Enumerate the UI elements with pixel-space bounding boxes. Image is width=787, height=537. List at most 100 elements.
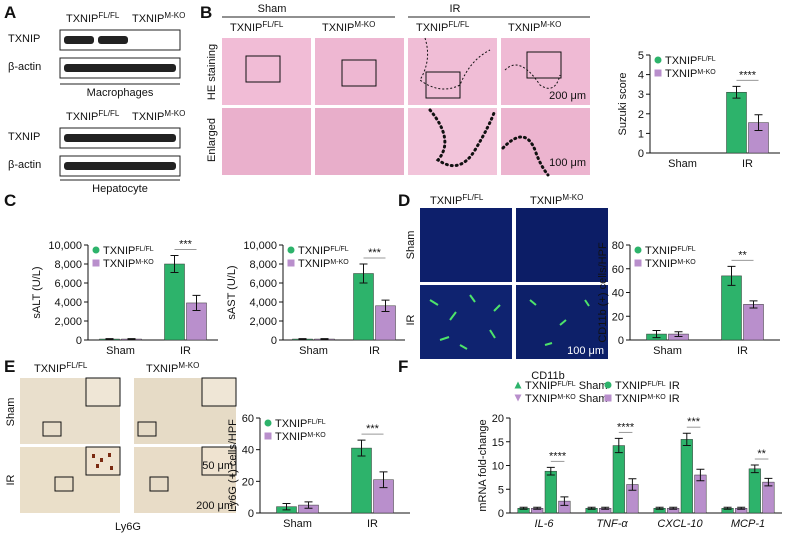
- bar: [762, 481, 775, 514]
- x-tick-label: IR: [369, 345, 380, 357]
- necrosis-outline: [504, 64, 561, 89]
- inset: [201, 446, 237, 476]
- legend-name: TXNIP: [665, 68, 697, 80]
- legend-marker: [92, 259, 100, 267]
- error-bar: [737, 506, 746, 510]
- ihc-panel: TXNIPFL/FL TXNIPM-KO Sham IR 50 μm 200 μ…: [5, 361, 237, 533]
- legend-name: TXNIP: [665, 55, 697, 67]
- legend-superscript: FL/FL: [677, 246, 695, 253]
- y-tick-label: 2: [638, 109, 644, 121]
- y-tick-label: 10: [492, 461, 504, 473]
- he-image: [501, 108, 590, 175]
- cell-type: Hepatocyte: [92, 183, 148, 195]
- y-tick-label: 6,000: [249, 278, 277, 290]
- error-bar: [754, 114, 763, 131]
- panel-label: E: [4, 357, 15, 376]
- error-bar: [192, 294, 201, 312]
- row-label: IR: [5, 474, 17, 485]
- significance-label: ***: [687, 416, 701, 428]
- necrosis-outline: [501, 135, 550, 177]
- y-tick-label: 20: [492, 413, 504, 425]
- legend-label: TXNIPFL/FL: [103, 245, 154, 257]
- legend-name: TXNIP: [615, 393, 647, 405]
- y-tick-label: 8,000: [249, 259, 277, 271]
- significance-label: ***: [368, 247, 382, 259]
- error-bar: [614, 437, 623, 454]
- genotype-label: TXNIPFL/FL: [230, 20, 284, 34]
- row-label: HE staining: [206, 44, 218, 100]
- significance-label: ***: [179, 238, 193, 250]
- legend-superscript: FL/FL: [647, 381, 665, 388]
- error-bar: [601, 506, 610, 510]
- genotype-label: TXNIPFL/FL: [66, 109, 120, 123]
- legend-name: TXNIP: [103, 245, 135, 257]
- row-label: Sham: [405, 231, 417, 260]
- roi-box: [42, 421, 62, 437]
- y-axis-label: Ly6G (+) cells/HPF: [227, 419, 239, 512]
- stain-label: CD11b: [531, 370, 564, 382]
- genotype-label: TXNIPFL/FL: [34, 361, 88, 375]
- legend-label: TXNIPFL/FL: [645, 245, 696, 257]
- bar: [351, 447, 372, 514]
- error-bar: [546, 466, 555, 476]
- legend-name: TXNIP: [275, 431, 307, 443]
- error-bar: [669, 506, 678, 510]
- genotype-label: TXNIPM-KO: [322, 20, 375, 34]
- roi-box: [245, 55, 281, 83]
- he-image: [222, 38, 311, 105]
- legend-marker: [287, 259, 295, 267]
- x-tick-label: IR: [367, 518, 378, 530]
- bar: [544, 470, 557, 514]
- y-tick-label: 6,000: [54, 278, 82, 290]
- x-tick-label: Sham: [653, 345, 682, 357]
- scale-bar-label: 100 μm: [567, 345, 604, 357]
- error-bar: [379, 471, 388, 489]
- legend-label: TXNIPM-KO Sham: [525, 393, 607, 405]
- error-bar: [560, 496, 569, 506]
- legend-superscript: M-KO: [135, 259, 154, 266]
- row-label: Sham: [5, 398, 17, 427]
- genotype-label: TXNIPM-KO: [530, 193, 583, 207]
- genotype-label: TXNIPFL/FL: [430, 193, 484, 207]
- legend-label: TXNIPM-KO: [103, 258, 154, 270]
- y-tick-label: 0: [76, 335, 82, 347]
- legend-marker: [604, 394, 612, 402]
- legend-marker: [92, 246, 100, 254]
- error-bar: [732, 85, 741, 99]
- y-tick-label: 0: [618, 335, 624, 347]
- roi-box: [425, 71, 461, 99]
- genotype-label: TXNIPFL/FL: [416, 20, 470, 34]
- legend-name: TXNIP: [525, 393, 557, 405]
- legend-name: TXNIP: [645, 258, 677, 270]
- y-axis-label: sAST (U/L): [226, 265, 238, 319]
- y-tick-label: 20: [612, 311, 624, 323]
- if-panel: TXNIPFL/FL TXNIPM-KO Sham IR CD11b 100 μ…: [405, 193, 608, 382]
- y-tick-label: 2,000: [54, 316, 82, 328]
- error-bar: [282, 503, 291, 511]
- he-image: [222, 108, 311, 175]
- error-bar: [587, 506, 596, 510]
- legend-label: TXNIPFL/FL: [275, 418, 326, 430]
- y-axis-label: CD11b (+) cells/HPF: [597, 242, 609, 343]
- group-label: Sham: [258, 3, 287, 15]
- x-tick-label: IR: [737, 345, 748, 357]
- legend-marker: [604, 381, 612, 389]
- bar: [726, 91, 747, 154]
- error-bar: [357, 439, 366, 457]
- legend-superscript: FL/FL: [307, 419, 325, 426]
- y-tick-label: 4,000: [249, 297, 277, 309]
- blot-panel: TXNIPFL/FL TXNIPM-KO TXNIP β-actin Macro…: [8, 11, 185, 195]
- panel-label: F: [398, 357, 408, 376]
- y-tick-label: 4: [638, 70, 644, 82]
- y-tick-label: 20: [242, 476, 254, 488]
- legend-name: TXNIP: [298, 258, 330, 270]
- legend-marker: [264, 419, 272, 427]
- error-bar: [696, 468, 705, 482]
- error-bar: [652, 330, 661, 339]
- error-bar: [628, 478, 637, 491]
- legend-suffix: IR: [666, 393, 680, 405]
- legend-label: TXNIPM-KO: [298, 258, 349, 270]
- legend-marker: [287, 246, 295, 254]
- y-tick-label: 1: [638, 128, 644, 140]
- y-tick-label: 60: [612, 264, 624, 276]
